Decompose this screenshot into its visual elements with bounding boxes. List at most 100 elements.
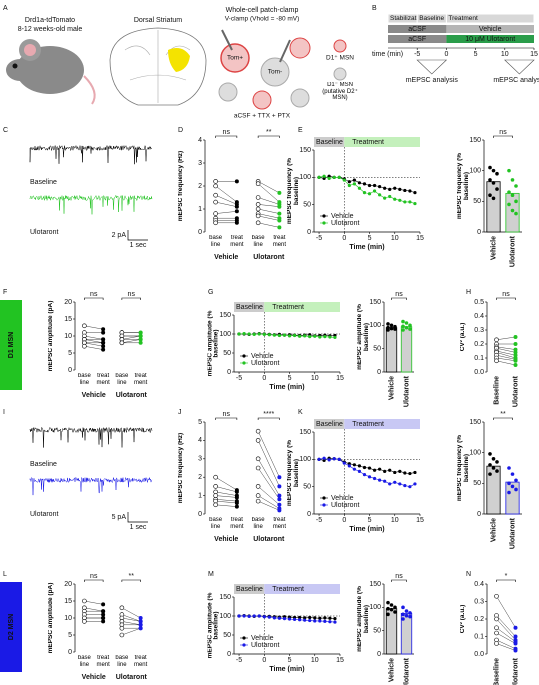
x-tick-label: treat ment: [96, 655, 110, 668]
series-point: [272, 333, 276, 337]
pair-line: [84, 325, 104, 330]
x-tick-label: base line: [77, 373, 91, 386]
timeline-tick-label: 5: [474, 51, 478, 58]
series-point: [378, 193, 382, 197]
series-point: [333, 617, 337, 621]
pair-line: [121, 617, 141, 622]
y-tick-label: 0.4: [474, 313, 484, 320]
sig-bracket: [493, 135, 513, 138]
point-before: [255, 456, 261, 462]
method: Whole-cell patch-clamp: [226, 7, 299, 14]
y-tick-label: 150: [469, 137, 481, 144]
series-point: [277, 616, 282, 620]
y-label-box: CV² (a.u.): [460, 322, 466, 352]
group-label: Vehicle: [82, 392, 106, 399]
series-point: [303, 616, 307, 620]
pair-line: [121, 614, 141, 622]
series-point: [308, 618, 312, 623]
bar-point: [507, 466, 511, 470]
y-tick-label: 150: [299, 147, 311, 154]
series-point: [328, 616, 332, 620]
point-before: [255, 428, 261, 434]
series-point: [388, 187, 392, 191]
series-point: [328, 620, 332, 624]
phase-label: Treatment: [352, 139, 384, 146]
x-tick-label-box: treat ment: [96, 655, 110, 668]
series-point: [393, 197, 397, 201]
y-tick-label: 0.1: [474, 355, 484, 362]
x-tick-label: Ulotaront: [403, 657, 410, 685]
pair-line: [215, 495, 237, 498]
series-point: [292, 617, 297, 622]
x-tick-label: -5: [236, 375, 242, 382]
legend-label: Vehicle: [331, 495, 354, 502]
pair-line: [121, 621, 141, 626]
bar-point: [386, 322, 390, 326]
sig-label: **: [500, 411, 506, 418]
pair-line: [257, 495, 280, 509]
scale-amp: 2 pA: [112, 232, 127, 239]
point-after: [513, 358, 518, 363]
series-point: [247, 614, 251, 618]
pair-line: [121, 339, 141, 344]
y-label-box: mEPSC frequency (% baseline): [457, 435, 470, 501]
series-point: [292, 333, 297, 338]
panel-letter: N: [466, 571, 471, 578]
series-point: [367, 466, 372, 470]
y-label-box: mEPSC amplitude (% baseline): [357, 586, 370, 652]
x-tick-label: Ulotaront: [509, 235, 516, 267]
point-after: [138, 616, 143, 620]
series-point: [267, 615, 271, 619]
sig-label: ns: [90, 573, 98, 580]
point-before: [213, 211, 218, 216]
y-label: CV² (a.u.): [460, 322, 466, 352]
point-before: [213, 199, 218, 205]
panel-letter: H: [466, 289, 471, 296]
legend-label: Ulotaront: [331, 502, 359, 509]
x-tick-label-box: base line: [78, 655, 91, 668]
panel-letter: L: [3, 571, 7, 578]
series-point: [388, 194, 392, 199]
x-tick-label-box: treat ment: [230, 235, 243, 248]
bar: [400, 613, 413, 655]
point-before: [255, 181, 261, 186]
sig-bracket: [257, 417, 280, 420]
sig-bracket: [493, 417, 513, 420]
x-tick-label: Vehicle: [388, 376, 395, 400]
series-point: [357, 464, 362, 468]
series-point: [318, 335, 322, 339]
y-tick-label: 50: [303, 484, 311, 491]
pair-line: [215, 476, 238, 491]
point-after: [513, 648, 518, 653]
series-point: [342, 461, 346, 465]
sig-bracket: [391, 579, 407, 582]
pair-line: [84, 342, 104, 347]
panel-letter: C: [3, 127, 8, 134]
point-after: [234, 220, 239, 225]
y-tick-label: 0.3: [474, 598, 484, 605]
region-title: Dorsal Striatum: [134, 17, 182, 24]
y-tick-label: 100: [369, 322, 381, 329]
bar: [400, 326, 413, 373]
bar-point: [488, 463, 492, 467]
sig-bracket: [84, 297, 104, 300]
pair-line: [496, 350, 516, 356]
y-tick-label: 150: [469, 419, 481, 426]
x-tick-label: 5: [368, 235, 372, 242]
phase-box: [344, 419, 420, 429]
sig-label: ns: [395, 291, 403, 298]
point-after: [101, 330, 106, 335]
y-label-box: mEPSC frequency (Hz): [178, 151, 184, 221]
bar-point: [408, 323, 412, 328]
point-before: [82, 619, 87, 624]
series-point: [332, 457, 336, 461]
pair-line: [258, 500, 280, 511]
point-before: [255, 195, 261, 200]
legend-label: Ulotaront: [251, 360, 279, 367]
series-point: [413, 482, 417, 486]
pipette: [221, 29, 291, 63]
y-tick-label: 4: [198, 437, 202, 444]
series-point: [257, 332, 261, 336]
bar-point: [488, 165, 492, 170]
